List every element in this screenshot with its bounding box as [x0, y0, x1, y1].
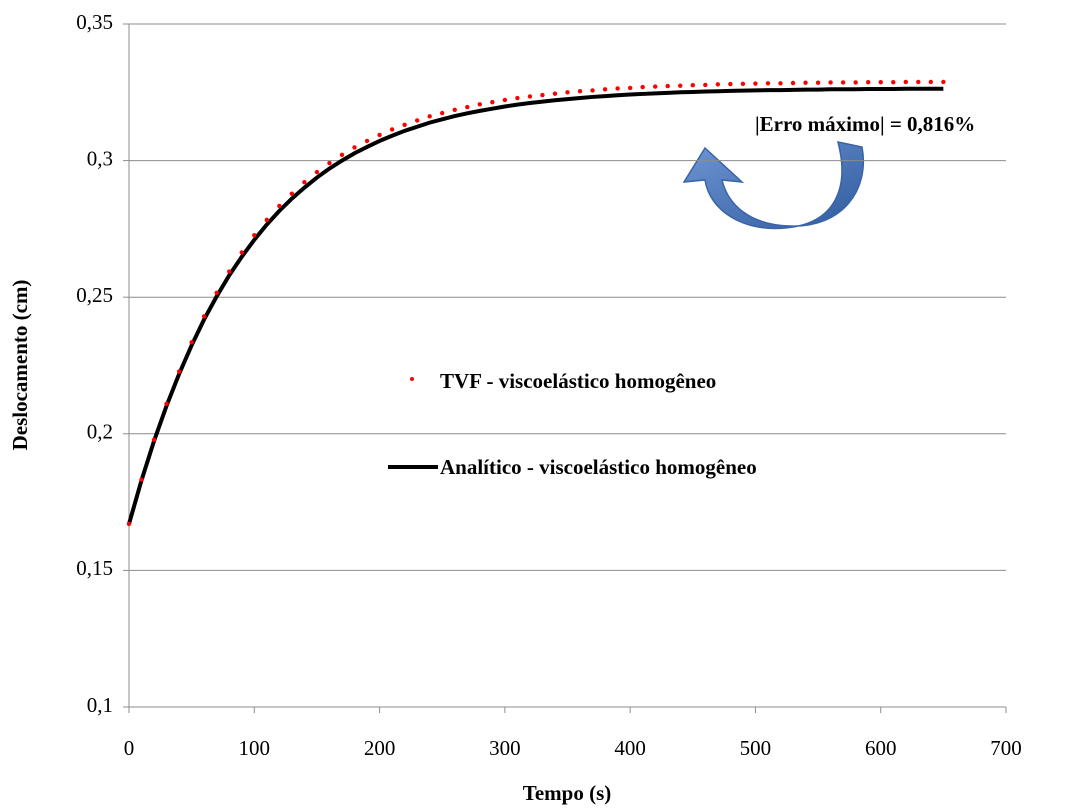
series-marker [941, 79, 946, 85]
series-marker [227, 269, 232, 274]
annotation-arrow [682, 141, 865, 230]
y-tick-label: 0,1 [87, 693, 113, 717]
series-marker [239, 250, 244, 255]
series-marker [916, 79, 921, 85]
series-marker [615, 86, 620, 91]
series-marker [840, 80, 846, 85]
series-marker [765, 81, 771, 86]
legend-label: Analítico - viscoelástico homogêneo [440, 455, 757, 479]
series-marker [715, 82, 721, 87]
series-marker [552, 91, 558, 96]
series-marker [853, 80, 858, 85]
series-marker [640, 84, 645, 90]
x-tick-label: 400 [614, 736, 646, 760]
x-tick-label: 500 [740, 736, 772, 760]
series-marker [352, 145, 357, 150]
legend-swatch [410, 377, 414, 381]
series-marker [728, 81, 733, 87]
x-tick-label: 300 [489, 736, 521, 760]
series-marker [302, 179, 307, 185]
series-marker [690, 82, 695, 88]
series-marker [515, 95, 520, 101]
x-tick-label: 200 [364, 736, 396, 760]
series-marker [540, 92, 545, 98]
series-marker [252, 232, 257, 238]
series-marker [201, 314, 207, 319]
series-marker [414, 118, 420, 123]
series-marker [377, 132, 382, 138]
series-marker [665, 83, 670, 89]
series-marker [477, 102, 482, 107]
series-marker [327, 160, 332, 166]
series-marker [828, 80, 833, 85]
series-marker [653, 84, 658, 89]
x-axis-title: Tempo (s) [523, 781, 611, 805]
x-tick-label: 0 [124, 736, 135, 760]
series-marker [289, 191, 295, 196]
series-marker [364, 138, 370, 144]
series-marker [891, 79, 896, 85]
series-marker [527, 94, 533, 99]
y-tick-label: 0,25 [76, 283, 113, 307]
series-marker [678, 83, 683, 88]
legend-label: TVF - viscoelástico homogêneo [440, 369, 716, 393]
series-marker [502, 97, 508, 103]
series-marker [126, 521, 132, 527]
series-marker [389, 127, 395, 132]
series-marker [139, 477, 144, 482]
y-tick-label: 0,3 [87, 146, 113, 170]
series-marker [452, 107, 457, 112]
series-marker [740, 81, 746, 87]
series-marker [865, 79, 871, 85]
series-marker [590, 88, 595, 93]
x-tick-label: 600 [865, 736, 897, 760]
annotation: |Erro máximo| = 0,816% [755, 112, 975, 136]
series-marker [264, 217, 270, 223]
series-marker [703, 82, 708, 88]
series-marker [465, 104, 470, 110]
series-marker [277, 203, 282, 209]
y-tick-label: 0,15 [76, 556, 113, 580]
series-marker [164, 401, 169, 406]
series-marker [427, 114, 432, 119]
series-marker [815, 80, 821, 85]
series-marker [565, 90, 570, 95]
series-marker [627, 85, 633, 91]
series-marker [602, 87, 608, 92]
series-marker [176, 369, 182, 374]
series-marker [928, 79, 934, 85]
x-tick-label: 700 [990, 736, 1022, 760]
series-marker [490, 99, 495, 105]
series-marker [440, 110, 445, 116]
series-marker [151, 437, 157, 443]
series-marker [753, 81, 758, 86]
series-marker [314, 169, 320, 175]
series-marker [878, 79, 883, 85]
series-line [127, 86, 944, 525]
series-marker [214, 290, 219, 296]
y-tick-label: 0,2 [87, 420, 113, 444]
y-axis-title: Deslocamento (cm) [8, 280, 32, 451]
series-marker [339, 152, 345, 158]
series-marker [189, 340, 194, 345]
y-tick-label: 0,35 [76, 10, 113, 34]
series-marker [803, 80, 808, 85]
series-marker [402, 122, 407, 128]
series-marker [903, 79, 908, 85]
series-marker [778, 81, 783, 86]
x-tick-label: 100 [239, 736, 271, 760]
series-marker [577, 89, 583, 94]
series-marker [790, 80, 796, 86]
